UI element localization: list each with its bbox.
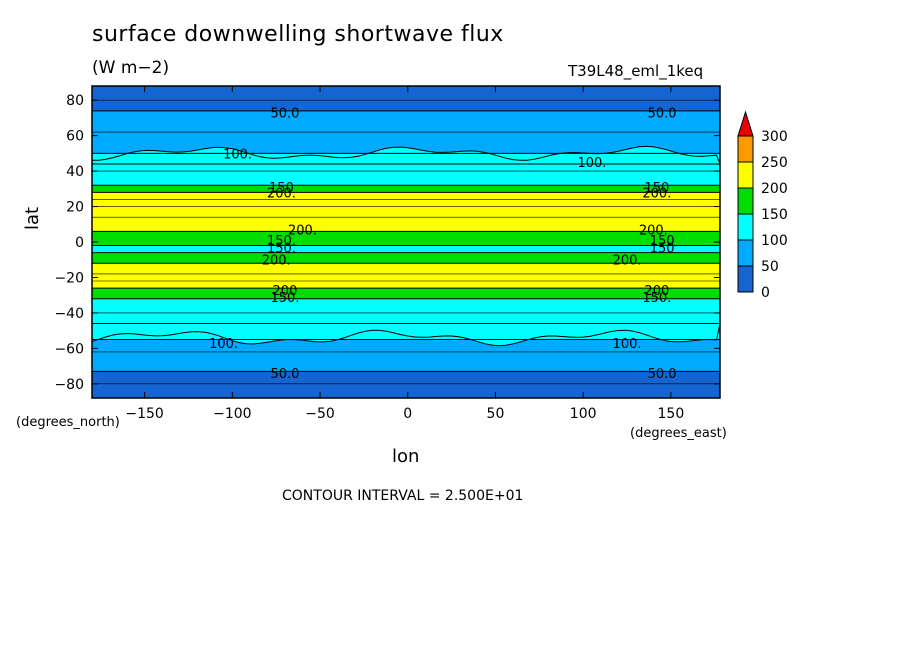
x-tick-label-6: 150 (658, 406, 685, 422)
x-axis-ticks: −150 −100 −50 0 50 100 150 (125, 86, 684, 422)
contour-label-19: 150. (642, 291, 671, 306)
contour-label-23: 50.0 (648, 367, 677, 382)
colorbar-swatch-100 (737, 213, 754, 241)
band-9 (92, 288, 720, 299)
colorbar: 300 250 200 150 100 50 0 (737, 110, 788, 301)
contour-label-2: 100. (223, 147, 252, 162)
band-5 (92, 231, 720, 246)
band-4 (92, 192, 720, 232)
contour-label-15: 200. (613, 254, 642, 269)
contour-label-14: 150 (650, 241, 675, 256)
y-axis-label: lat (22, 206, 43, 230)
contour-label-16: 200 (273, 284, 298, 299)
colorbar-label-4: 100 (761, 233, 788, 249)
x-tick-label-3: 0 (403, 406, 412, 422)
colorbar-label-6: 0 (761, 285, 770, 301)
contour-label-8: 200. (288, 224, 317, 239)
contour-label-12: 200. (639, 224, 668, 239)
contour-label-6: 150 (644, 181, 669, 196)
band-7 (92, 252, 720, 264)
contour-label-1: 50.0 (648, 107, 677, 122)
y-tick-label-7: −60 (54, 341, 84, 357)
colorbar-label-2: 200 (761, 181, 788, 197)
contour-interval-text: CONTOUR INTERVAL = 2.500E+01 (282, 488, 524, 504)
band-8 (92, 263, 720, 289)
contour-label-17: 150. (270, 291, 299, 306)
y-tick-label-4: 0 (75, 235, 84, 251)
contour-label-10: 150. (267, 241, 296, 256)
contour-label-0: 50.0 (270, 107, 299, 122)
contour-label-21: 100. (613, 337, 642, 352)
contour-label-4: 150 (269, 181, 294, 196)
contour-label-22: 50.0 (270, 367, 299, 382)
x-coordinate-name: (degrees_east) (630, 426, 727, 441)
contour-label-20: 100. (209, 337, 238, 352)
north-100-contour-region (91, 145, 721, 165)
y-tick-label-2: 40 (66, 164, 84, 180)
colorbar-label-5: 50 (761, 259, 779, 275)
colorbar-swatch-200 (737, 161, 754, 189)
y-tick-label-5: −20 (54, 270, 84, 286)
run-name: T39L48_eml_1keq (568, 62, 704, 80)
colorbar-extend-arrow (737, 110, 754, 137)
units-label: (W m−2) (92, 58, 170, 78)
contour-label-5: 200. (267, 186, 296, 201)
contour-label-7: 200. (642, 186, 671, 201)
colorbar-swatch-0 (737, 265, 754, 293)
band-3 (92, 185, 720, 193)
contour-label-3: 100. (577, 156, 606, 171)
colorbar-swatch-150 (737, 187, 754, 215)
x-axis-label: lon (392, 446, 420, 467)
colorbar-swatch-250 (737, 135, 754, 163)
colorbar-label-0: 300 (761, 129, 788, 145)
contour-label-11: 200. (262, 254, 291, 269)
y-tick-label-1: 60 (66, 129, 84, 145)
y-tick-label-8: −80 (54, 377, 84, 393)
colorbar-swatch-50 (737, 239, 754, 267)
x-tick-label-5: 100 (570, 406, 597, 422)
y-tick-label-6: −40 (54, 306, 84, 322)
y-tick-label-3: 20 (66, 200, 84, 216)
band-11 (92, 339, 720, 372)
irregular-contour-regions (91, 145, 721, 347)
band-6 (92, 245, 720, 253)
colorbar-label-1: 250 (761, 155, 788, 171)
contour-label-13: 150 (650, 234, 675, 249)
contour-label-9: 150. (267, 234, 296, 249)
colorbar-label-3: 150 (761, 207, 788, 223)
contour-lines (92, 99, 720, 385)
south-100-contour-region (91, 323, 721, 347)
chart-title: surface downwelling shortwave flux (92, 22, 504, 47)
y-tick-label-0: 80 (66, 93, 84, 109)
band-12 (92, 371, 720, 398)
band-0 (92, 86, 720, 111)
contour-label-18: 200 (644, 284, 669, 299)
x-tick-label-2: −50 (305, 406, 335, 422)
x-tick-label-4: 50 (487, 406, 505, 422)
x-tick-label-0: −150 (125, 406, 163, 422)
y-coordinate-name: (degrees_north) (16, 415, 120, 430)
x-tick-label-1: −100 (213, 406, 251, 422)
